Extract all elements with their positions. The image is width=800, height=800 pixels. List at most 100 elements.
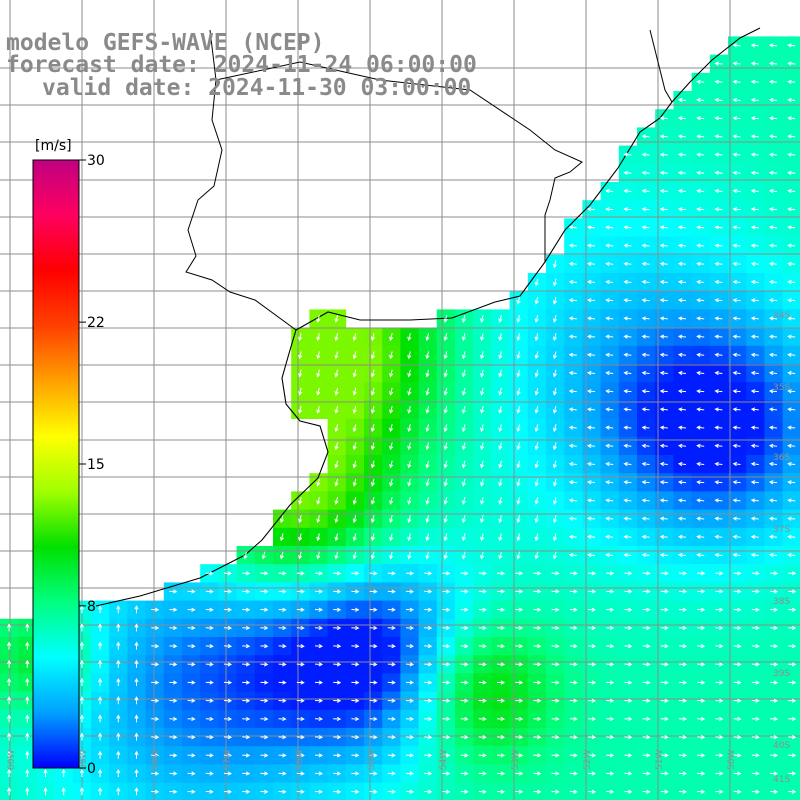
- wind-arrow: [787, 407, 796, 412]
- wind-arrow: [296, 753, 305, 758]
- wind-arrow: [768, 116, 778, 121]
- wind-arrow: [534, 442, 539, 451]
- wind-arrow: [623, 498, 632, 503]
- wind-arrow: [732, 461, 741, 467]
- wind-arrow: [787, 279, 796, 285]
- wind-arrow: [678, 625, 688, 631]
- wind-arrow: [169, 771, 178, 776]
- wind-arrow: [769, 771, 779, 776]
- wind-arrow: [79, 750, 85, 759]
- wind-arrow: [533, 680, 542, 685]
- wind-arrow: [478, 698, 487, 703]
- wind-arrow: [496, 753, 506, 758]
- wind-arrow: [641, 352, 650, 357]
- wind-arrow: [587, 644, 597, 649]
- wind-arrow: [316, 478, 321, 487]
- wind-arrow: [534, 424, 539, 433]
- wind-arrow: [387, 625, 396, 631]
- wind-arrow: [768, 243, 778, 248]
- wind-arrow: [568, 407, 577, 412]
- wind-arrow: [696, 316, 705, 321]
- latitude-labels: 34S 35S 36S 37S 38S 39S 40S 41S: [773, 311, 790, 785]
- wind-arrow: [134, 768, 139, 777]
- wind-arrow: [697, 571, 706, 576]
- wind-arrow: [732, 116, 741, 121]
- wind-arrow: [732, 43, 741, 48]
- wind-arrow: [715, 789, 724, 794]
- wind-arrow: [425, 551, 430, 560]
- wind-arrow: [116, 787, 121, 796]
- wind-arrow: [787, 552, 796, 558]
- wind-arrow: [205, 644, 214, 649]
- wind-arrow: [714, 243, 723, 248]
- wind-arrow: [569, 625, 578, 631]
- wind-arrow: [732, 552, 741, 558]
- wind-arrow: [768, 425, 778, 430]
- wind-arrow: [97, 623, 103, 632]
- wind-arrow: [97, 750, 103, 759]
- wind-arrow: [314, 571, 324, 576]
- wind-arrow: [6, 696, 12, 705]
- wind-arrow: [623, 261, 632, 266]
- wind-arrow: [478, 625, 487, 631]
- wind-arrow: [624, 625, 633, 631]
- wind-arrow: [316, 314, 321, 323]
- wind-arrow: [697, 698, 706, 703]
- wind-arrow: [516, 405, 521, 414]
- wind-arrow: [205, 571, 214, 576]
- wind-arrow: [334, 478, 339, 487]
- wind-arrow: [296, 771, 305, 776]
- wind-arrow: [134, 677, 139, 686]
- wind-arrow: [768, 461, 778, 467]
- wind-arrow: [461, 424, 466, 433]
- wind-arrow: [750, 480, 759, 485]
- wind-arrow: [134, 732, 139, 741]
- wind-arrow: [223, 680, 233, 685]
- wind-arrow: [79, 677, 85, 686]
- wind-arrow: [460, 716, 469, 722]
- wind-arrow: [151, 698, 160, 703]
- wind-arrow: [696, 170, 705, 175]
- wind-arrow: [733, 662, 742, 667]
- wind-arrow: [296, 589, 305, 594]
- wind-arrow: [79, 641, 85, 650]
- wind-arrow: [205, 716, 214, 722]
- wind-arrow: [223, 607, 233, 612]
- wind-arrow: [750, 498, 759, 503]
- wind-arrow: [641, 134, 650, 139]
- wind-arrow: [696, 334, 705, 339]
- wind-arrow: [333, 735, 342, 740]
- wind-arrow: [750, 370, 759, 376]
- wind-arrow: [659, 498, 668, 503]
- latitude-label: 37S: [773, 525, 790, 535]
- wind-arrow: [606, 662, 615, 667]
- wind-arrow: [333, 771, 342, 776]
- colorbar-unit: [m/s]: [35, 138, 72, 154]
- wind-arrow: [732, 134, 741, 139]
- wind-arrow: [352, 333, 357, 342]
- wind-arrow: [533, 625, 542, 631]
- wind-arrow: [552, 515, 557, 524]
- wind-arrow: [407, 387, 412, 396]
- latitude-label: 40S: [773, 741, 790, 751]
- wind-arrow: [642, 571, 651, 576]
- wind-arrow: [715, 698, 724, 703]
- wind-arrow: [389, 515, 394, 524]
- wind-arrow: [443, 424, 448, 433]
- wind-arrow: [496, 680, 506, 685]
- wind-arrow: [425, 405, 430, 414]
- wind-arrow: [552, 460, 557, 469]
- wind-arrow: [351, 698, 360, 703]
- colorbar-tick-label: 30: [87, 153, 105, 169]
- wind-arrow: [678, 589, 688, 594]
- wind-arrow: [116, 696, 121, 705]
- wind-arrow: [552, 551, 557, 560]
- wind-arrow: [387, 680, 396, 685]
- wind-arrow: [424, 735, 433, 740]
- wind-arrow: [405, 571, 415, 576]
- wind-arrow: [751, 680, 760, 685]
- wind-arrow: [750, 261, 759, 266]
- title-forecast-date: forecast date: 2024-11-24 06:00:00: [6, 52, 477, 78]
- wind-arrow: [461, 369, 466, 378]
